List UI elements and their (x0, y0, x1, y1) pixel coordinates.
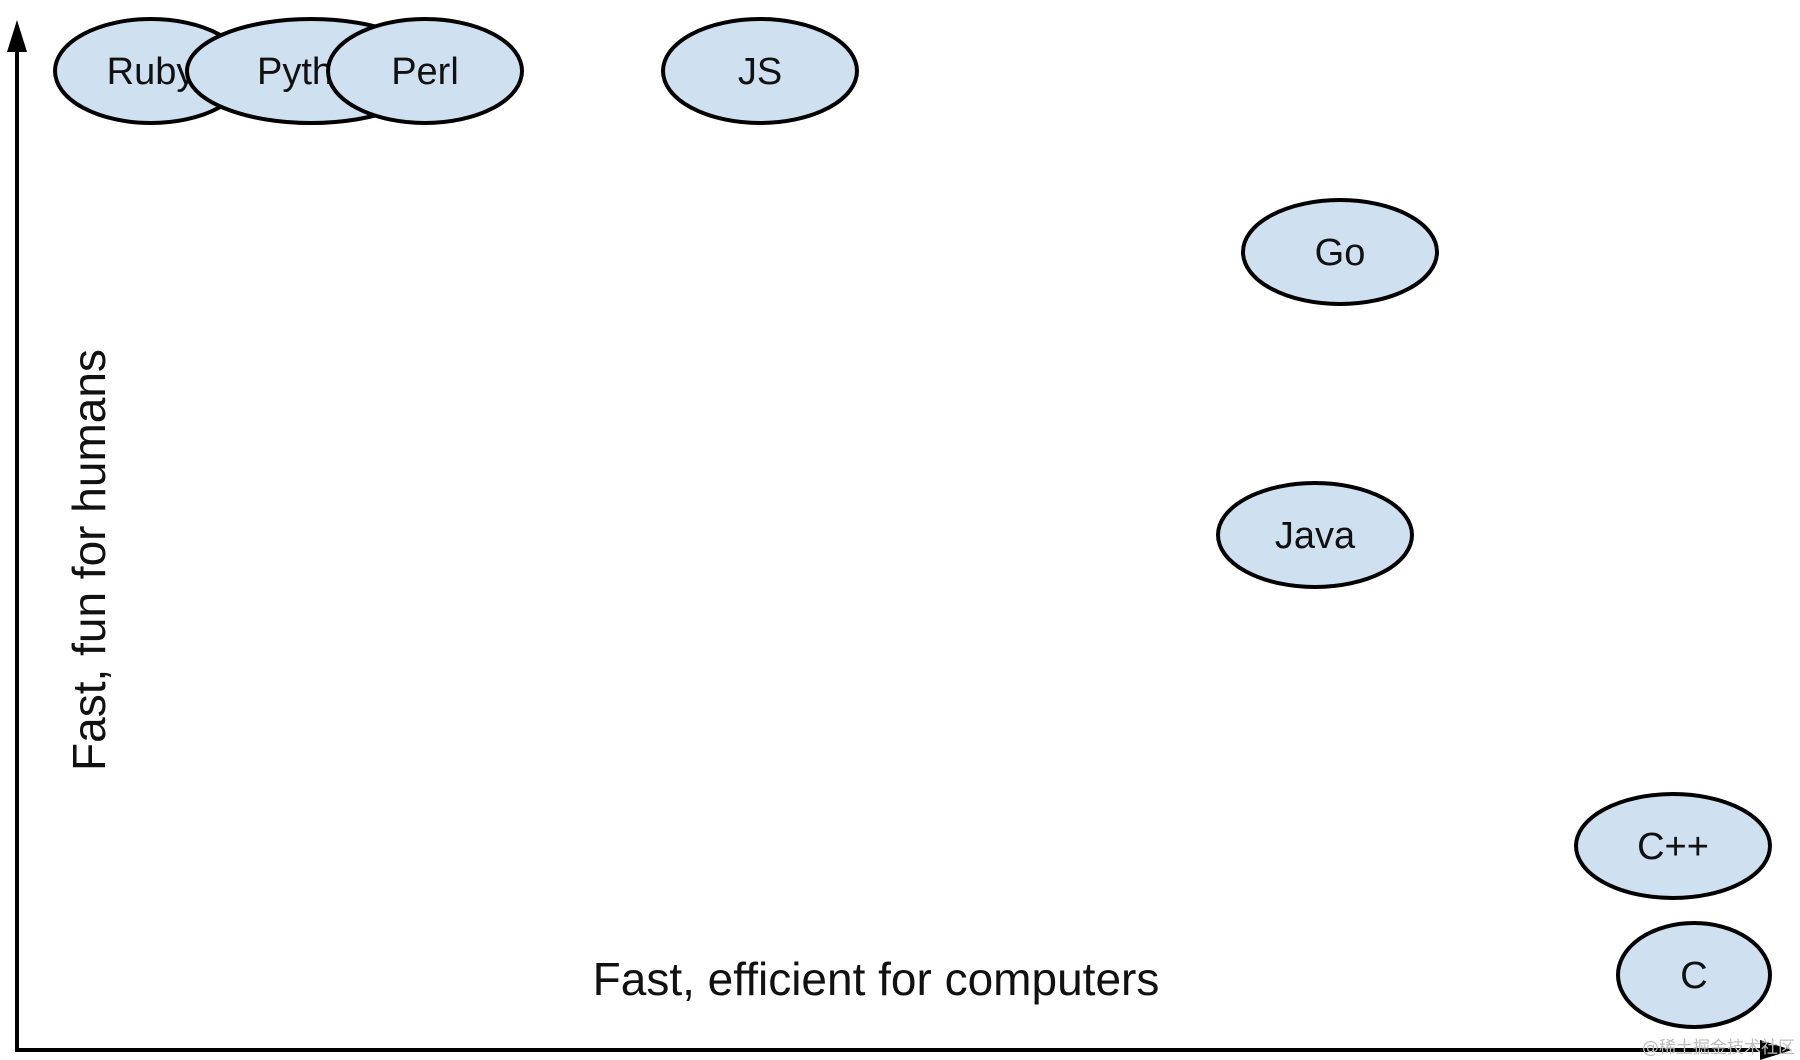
bubble-cpp-label: C++ (1637, 826, 1709, 868)
x-axis-arrow-icon (1760, 1040, 1792, 1060)
bubble-c-label: C (1680, 955, 1707, 997)
y-axis-label: Fast, fun for humans (63, 349, 115, 771)
bubble-java-label: Java (1275, 515, 1356, 557)
bubble-ruby-label: Ruby (107, 51, 196, 93)
bubble-python-label: Pyth (257, 51, 333, 93)
bubble-c: C (1616, 921, 1772, 1029)
bubble-go-shape (1241, 198, 1439, 306)
bubble-java: Java (1216, 481, 1414, 589)
bubble-go: Go (1241, 198, 1439, 306)
bubble-perl: Perl (326, 17, 524, 125)
x-axis-label: Fast, efficient for computers (593, 953, 1160, 1005)
bubble-java-shape (1216, 481, 1414, 589)
bubble-js-shape (661, 17, 859, 125)
bubble-cpp: C++ (1574, 792, 1772, 900)
bubble-perl-shape (326, 17, 524, 125)
bubble-js: JS (661, 17, 859, 125)
bubble-c-shape (1616, 921, 1772, 1029)
watermark-text: @稀土掘金技术社区 (1642, 1038, 1795, 1058)
y-axis-arrow-icon (7, 20, 27, 52)
bubble-perl-label: Perl (391, 51, 459, 93)
bubble-cpp-shape (1574, 792, 1772, 900)
bubble-go-label: Go (1315, 232, 1366, 274)
bubble-js-label: JS (738, 51, 782, 93)
